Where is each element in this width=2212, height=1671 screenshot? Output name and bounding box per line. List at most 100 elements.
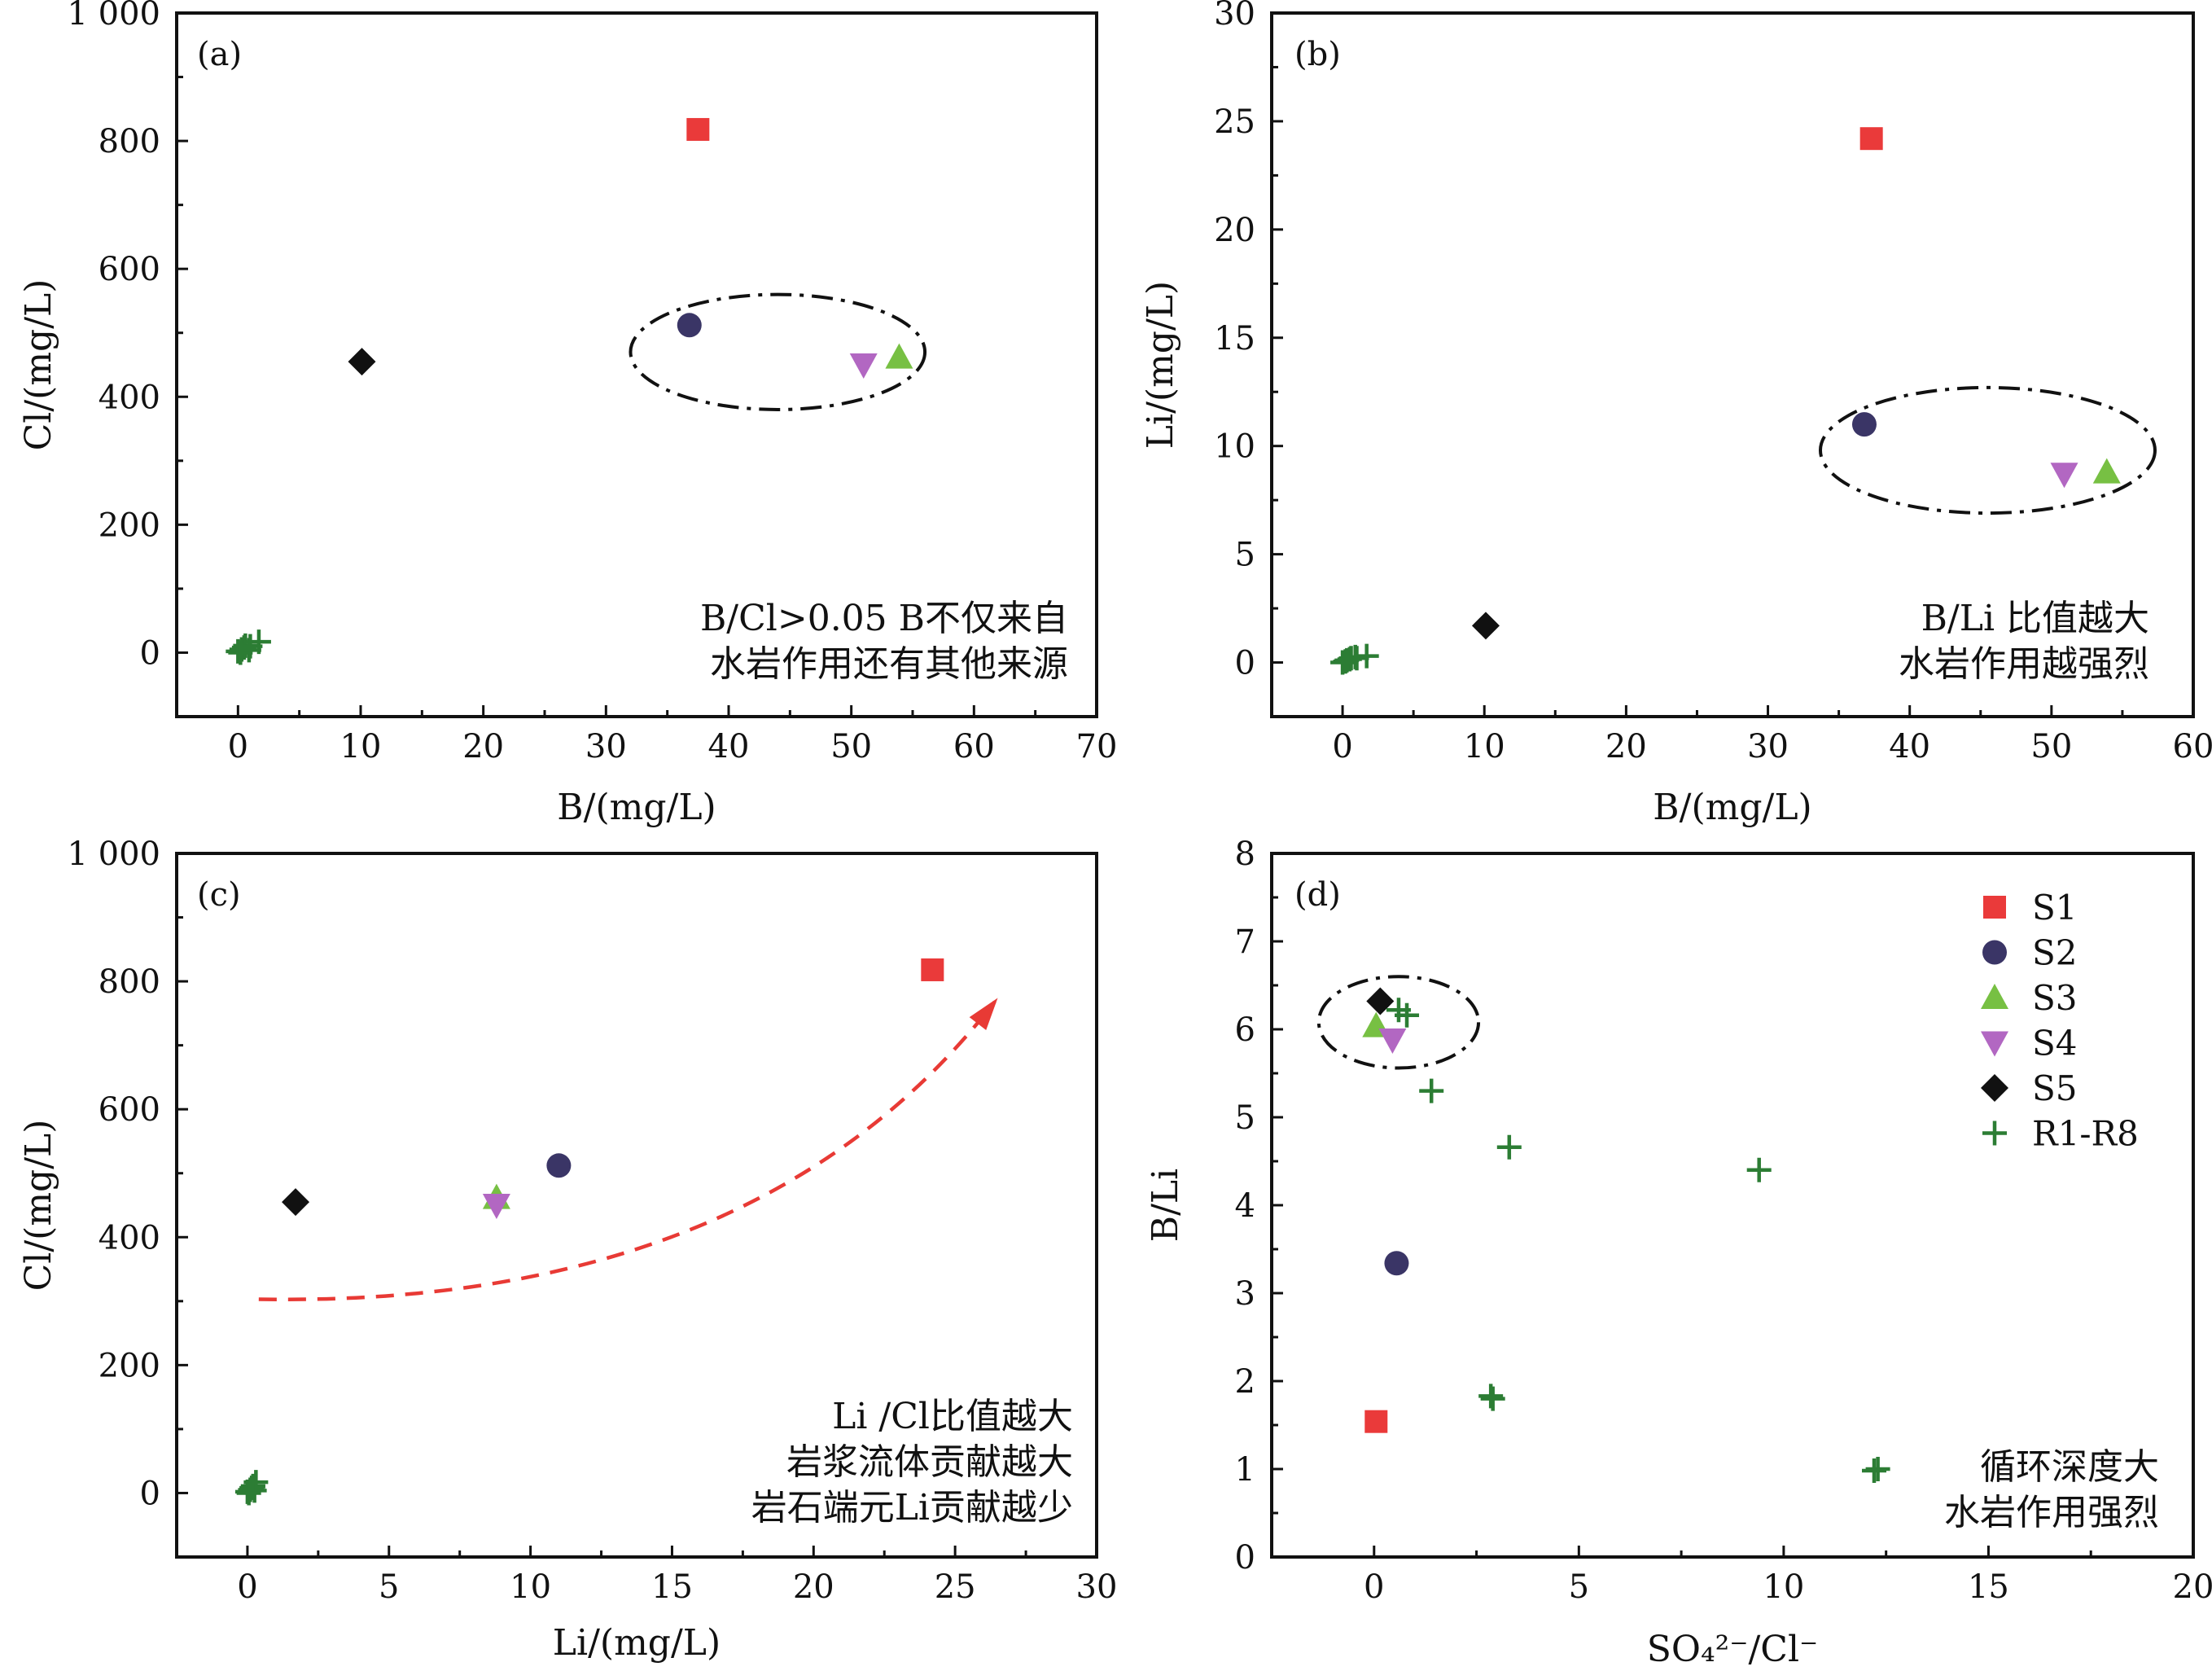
- y-tick-label: 6: [1235, 1011, 1255, 1049]
- data-point-r1-r8: [240, 1474, 265, 1499]
- y-tick-label: 0: [1235, 1539, 1255, 1577]
- legend-label: S3: [2032, 978, 2078, 1018]
- x-tick-label: 10: [510, 1568, 551, 1606]
- x-tick-label: 70: [1076, 728, 1118, 765]
- panel-letter: (b): [1294, 36, 1341, 73]
- x-tick-label: 15: [651, 1568, 693, 1606]
- panel-letter: (c): [197, 876, 241, 914]
- y-tick-label: 200: [99, 507, 160, 544]
- y-tick-label: 400: [99, 379, 160, 416]
- x-tick-label: 10: [1763, 1568, 1804, 1606]
- y-tick-label: 1 000: [67, 0, 160, 33]
- data-point-s1: [1364, 1410, 1388, 1433]
- y-tick-label: 200: [99, 1347, 160, 1384]
- panel-b: 0 10 20 30 40 50 60 0 5 10 15 20 25 30 B/(mg/L) Li/(mg/…: [1140, 0, 2212, 828]
- data-point-s5: [1471, 612, 1500, 640]
- plot-frame: [175, 11, 1098, 718]
- x-tick-label: 5: [379, 1568, 399, 1606]
- plot-frame: [1270, 11, 2195, 718]
- y-tick-label: 25: [1214, 103, 1255, 141]
- y-tick-label: 0: [140, 1475, 160, 1512]
- group-ellipse: [1316, 975, 1481, 1070]
- group-ellipse: [629, 292, 927, 411]
- y-tick-label: 800: [99, 963, 160, 1001]
- data-point-s4: [2050, 463, 2078, 489]
- data-point-s4: [1378, 1028, 1407, 1054]
- x-tick-label: 0: [228, 728, 248, 765]
- plot-frame: [175, 852, 1098, 1559]
- data-point-r1-r8: [228, 640, 253, 665]
- x-tick-label: 30: [585, 728, 627, 765]
- x-tick-label: 40: [1889, 728, 1930, 765]
- x-tick-label: 60: [2173, 728, 2212, 765]
- data-point-s5: [282, 1188, 310, 1217]
- data-point-s3: [2092, 458, 2121, 484]
- y-tick-label: 10: [1214, 428, 1255, 466]
- data-point-r1-r8: [1496, 1134, 1522, 1160]
- y-tick-label: 8: [1235, 836, 1255, 873]
- y-tick-label: 5: [1235, 1099, 1255, 1137]
- data-point-r1-r8: [1746, 1157, 1772, 1182]
- y-tick-label: 600: [99, 251, 160, 288]
- y-tick-label: 20: [1214, 212, 1255, 249]
- x-tick-label: 10: [340, 728, 382, 765]
- annotation-line: 岩石端元Li贡献越少: [751, 1487, 1073, 1528]
- annotation-line: 水岩作用越强烈: [1899, 643, 2149, 685]
- x-tick-label: 10: [1464, 728, 1505, 765]
- annotation-line: 循环深度大: [1980, 1446, 2159, 1488]
- x-tick-label: 15: [1968, 1568, 2009, 1606]
- x-tick-label: 30: [1076, 1568, 1118, 1606]
- data-point-r1-r8: [246, 629, 271, 655]
- x-tick-label: 20: [793, 1568, 834, 1606]
- x-tick-label: 5: [1569, 1568, 1589, 1606]
- data-point-r1-r8: [1480, 1386, 1505, 1411]
- data-point-s2: [546, 1153, 572, 1178]
- trend-arrow-line: [258, 1000, 996, 1301]
- y-tick-label: 2: [1235, 1363, 1255, 1401]
- panel-c: 0 5 10 15 20 25 30 0 200 400 600 800 1 000 Li/(mg/L) C…: [18, 836, 1117, 1664]
- annotation-line: 水岩作用还有其他来源: [710, 643, 1068, 685]
- x-tick-label: 0: [237, 1568, 257, 1606]
- data-point-s1: [921, 958, 944, 981]
- legend-label: S5: [2032, 1068, 2078, 1108]
- x-axis-label: B/(mg/L): [557, 787, 716, 828]
- panel-letter: (a): [197, 36, 242, 73]
- x-tick-label: 25: [935, 1568, 976, 1606]
- data-point-s2: [677, 313, 702, 338]
- y-tick-label: 30: [1214, 0, 1255, 33]
- x-axis-label: B/(mg/L): [1653, 787, 1811, 828]
- annotation-line: 水岩作用强烈: [1944, 1492, 2159, 1533]
- legend-label: S4: [2032, 1024, 2078, 1064]
- y-tick-label: 0: [140, 634, 160, 672]
- y-tick-label: 7: [1235, 923, 1255, 961]
- legend-label: S2: [2032, 933, 2078, 973]
- y-tick-label: 0: [1235, 645, 1255, 682]
- annotation-marker: [1862, 1458, 1886, 1483]
- y-tick-label: 800: [99, 123, 160, 160]
- data-point-s2: [1851, 412, 1877, 437]
- x-tick-label: 20: [462, 728, 504, 765]
- x-tick-label: 20: [1605, 728, 1647, 765]
- panel-a: 0 10 20 30 40 50 60 70 0 200 400 600 800 1 000 B/(mg/L…: [18, 0, 1117, 828]
- x-axis-label: SO₄²⁻/Cl⁻: [1647, 1629, 1819, 1670]
- x-tick-label: 50: [2030, 728, 2072, 765]
- x-tick-label: 40: [708, 728, 750, 765]
- y-axis-label: B/Li: [1145, 1169, 1186, 1242]
- y-axis-label: Cl/(mg/L): [18, 1120, 59, 1292]
- legend-marker-s2: [1982, 940, 2007, 965]
- legend-label: S1: [2032, 888, 2078, 928]
- data-point-s1: [686, 117, 710, 141]
- panel-letter: (d): [1294, 876, 1341, 914]
- legend-marker-r1-r8: [1982, 1121, 2007, 1146]
- data-point-s1: [1859, 127, 1883, 151]
- data-point-s5: [348, 348, 376, 376]
- y-tick-label: 5: [1235, 537, 1255, 574]
- panel-d: 0 5 10 15 20 0 1 2 3 4 5 6 7 8 SO₄²⁻/Cl⁻ B/Li (d) 循环深度大水岩…: [1145, 836, 2212, 1670]
- y-axis-label: Li/(mg/L): [1140, 281, 1181, 449]
- annotation-line: B/Cl>0.05 B不仅来自: [700, 598, 1068, 639]
- legend-marker-s1: [1983, 896, 2006, 919]
- group-ellipse: [1818, 385, 2157, 515]
- annotation-line: B/Li 比值越大: [1921, 598, 2149, 639]
- data-point-s4: [482, 1194, 510, 1219]
